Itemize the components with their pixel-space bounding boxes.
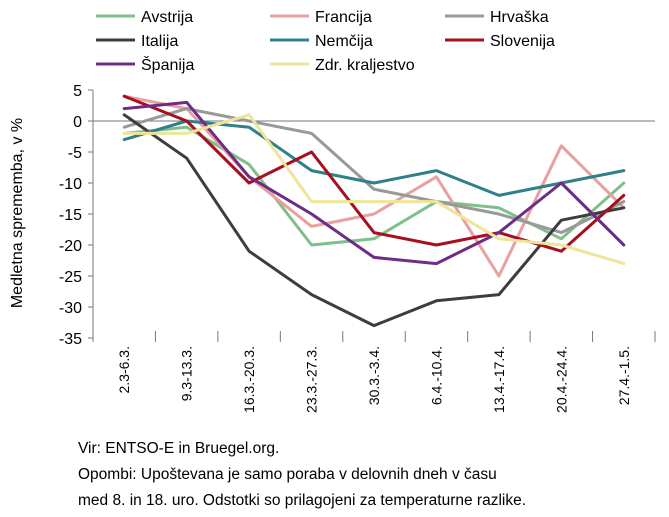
x-tick-label: 23.3.-27.3. xyxy=(304,346,320,413)
x-tick-label: 27.4.-1.5. xyxy=(616,346,632,405)
legend-label: Zdr. kraljestvo xyxy=(315,57,415,74)
y-tick-label: -20 xyxy=(59,238,82,255)
x-tick-label: 20.4.-24.4. xyxy=(553,346,569,413)
x-tick-label: 6.4.-10.4. xyxy=(428,346,444,405)
y-axis-title: Medletna sprememba, v % xyxy=(9,118,26,308)
footnote-line-1: Opombi: Upoštevana je samo poraba v delo… xyxy=(78,466,497,483)
y-axis: 5 0 -5 -10 -15 -20 -25 -30 -35 xyxy=(59,83,94,348)
legend-label: Italija xyxy=(141,33,178,50)
y-tick-label: -30 xyxy=(59,300,82,317)
x-tick-label: 13.4.-17.4. xyxy=(491,346,507,413)
x-tick-label: 30.3.-3.4. xyxy=(366,346,382,405)
y-tick-label: -35 xyxy=(59,331,82,348)
legend-item-zdr-kraljestvo: Zdr. kraljestvo xyxy=(270,57,415,74)
y-tick-label: -25 xyxy=(59,269,82,286)
legend-label: Hrvaška xyxy=(490,9,549,26)
legend-item-avstrija: Avstrija xyxy=(96,9,193,26)
line-chart: Avstrija Francija Hrvaška Italija Nemčija Slo… xyxy=(9,9,656,413)
x-tick-label: 9.3-13.3. xyxy=(179,346,195,401)
legend-item-spanija: Španija xyxy=(96,55,194,74)
legend-item-italija: Italija xyxy=(96,33,178,50)
series-line-zdr-kraljestvo xyxy=(122,113,626,266)
y-tick-label: -15 xyxy=(59,207,82,224)
series-line-slovenija xyxy=(122,94,626,253)
footnote-line-2: med 8. in 18. uro. Odstotki so prilagoje… xyxy=(78,492,527,509)
y-tick-label: 0 xyxy=(73,114,82,131)
x-tick-label: 16.3.-20.3. xyxy=(241,346,257,413)
legend-label: Avstrija xyxy=(141,9,193,26)
legend-item-nemcija: Nemčija xyxy=(270,33,373,50)
series-line-francija xyxy=(122,94,626,278)
legend-item-francija: Francija xyxy=(270,9,372,26)
legend-label: Francija xyxy=(315,9,372,26)
legend-item-slovenija: Slovenija xyxy=(445,33,555,50)
y-tick-label: -5 xyxy=(68,145,82,162)
y-tick-label: -10 xyxy=(59,176,82,193)
source-note: Vir: ENTSO-E in Bruegel.org. xyxy=(78,440,280,457)
legend-label: Španija xyxy=(141,55,194,74)
legend-item-hrvaska: Hrvaška xyxy=(445,9,549,26)
legend-label: Nemčija xyxy=(315,33,373,50)
legend-label: Slovenija xyxy=(490,33,555,50)
chart-notes: Vir: ENTSO-E in Bruegel.org. Opombi: Upo… xyxy=(78,436,526,514)
series-lines xyxy=(122,94,626,328)
series-line-italija xyxy=(122,113,626,328)
x-axis: 2.3-6.3. 9.3-13.3. 16.3.-20.3. 23.3.-27.3. 3… xyxy=(92,120,656,413)
series-line-nemcija xyxy=(122,119,626,197)
y-tick-label: 5 xyxy=(73,83,82,100)
x-tick-label: 2.3-6.3. xyxy=(116,346,132,393)
legend: Avstrija Francija Hrvaška Italija Nemčija Slo… xyxy=(96,9,555,74)
series-line-hrvaska xyxy=(122,107,626,235)
